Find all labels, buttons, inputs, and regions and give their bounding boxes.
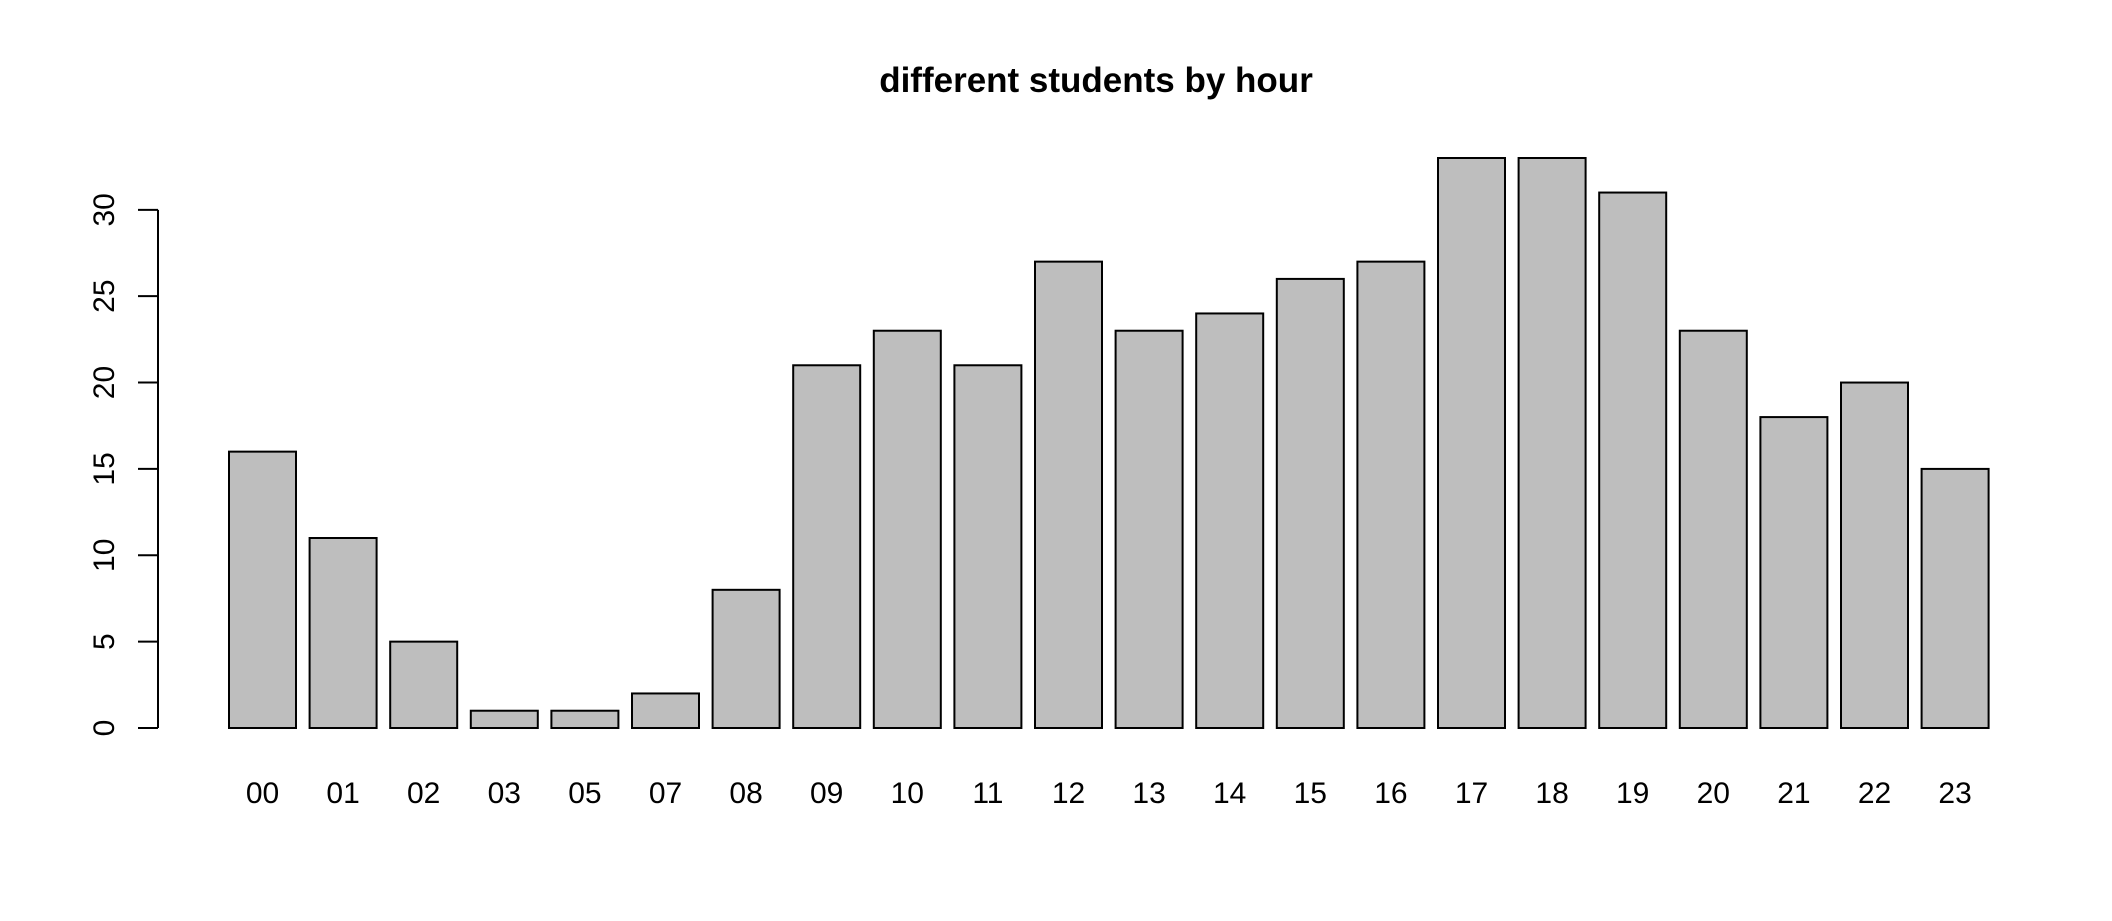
x-tick-label: 03 — [488, 777, 521, 810]
bar-21 — [1759, 416, 1829, 729]
y-tick-label: 15 — [88, 452, 121, 485]
bar-10 — [872, 329, 942, 729]
bar-18 — [1517, 157, 1587, 729]
y-tick-label: 5 — [88, 633, 121, 650]
x-tick-label: 21 — [1777, 777, 1810, 810]
bar-16 — [1356, 260, 1426, 729]
x-tick-label: 07 — [649, 777, 682, 810]
bar-01 — [308, 537, 378, 729]
bar-08 — [711, 588, 781, 729]
y-tick-label: 25 — [88, 279, 121, 312]
y-tick-label: 30 — [88, 193, 121, 226]
bar-15 — [1275, 277, 1345, 729]
bar-07 — [631, 692, 700, 729]
bar-03 — [469, 709, 539, 730]
x-tick-label: 12 — [1052, 777, 1085, 810]
x-axis-labels: 00 01 02 03 05 07 08 09 10 11 12 13 14 15 16 17 18 19 20 21… — [246, 777, 1972, 810]
bar-14 — [1195, 312, 1265, 729]
y-tick-label: 10 — [88, 539, 121, 572]
x-tick-label: 05 — [568, 777, 601, 810]
x-tick-label: 02 — [407, 777, 440, 810]
x-tick-label: 00 — [246, 777, 279, 810]
x-tick-label: 13 — [1132, 777, 1165, 810]
x-tick-label: 20 — [1697, 777, 1730, 810]
bar-17 — [1437, 157, 1506, 729]
x-tick-label: 11 — [972, 777, 1003, 810]
bar-05 — [550, 709, 620, 730]
bar-12 — [1034, 260, 1103, 729]
bar-22 — [1840, 381, 1909, 729]
x-tick-label: 14 — [1213, 777, 1246, 810]
bar-09 — [792, 364, 862, 729]
x-tick-label: 15 — [1294, 777, 1327, 810]
x-tick-label: 18 — [1535, 777, 1568, 810]
bar-20 — [1678, 329, 1748, 729]
x-tick-label: 16 — [1374, 777, 1407, 810]
x-tick-label: 22 — [1858, 777, 1891, 810]
x-tick-label: 10 — [891, 777, 924, 810]
x-tick-label: 01 — [326, 777, 359, 810]
x-tick-label: 17 — [1455, 777, 1488, 810]
y-tick-label: 20 — [88, 366, 121, 399]
x-tick-label: 09 — [810, 777, 843, 810]
bars-group — [228, 157, 1990, 730]
bar-02 — [389, 640, 459, 729]
chart-title: different students by hour — [879, 61, 1313, 100]
x-tick-label: 19 — [1616, 777, 1649, 810]
bar-00 — [228, 450, 297, 729]
y-axis: 0 5 10 15 20 25 30 — [88, 193, 159, 737]
y-tick-label: 0 — [88, 720, 121, 737]
bar-11 — [953, 364, 1023, 729]
bar-19 — [1598, 191, 1668, 729]
x-tick-label: 08 — [729, 777, 762, 810]
bar-23 — [1920, 467, 1990, 729]
x-tick-label: 23 — [1938, 777, 1971, 810]
bar-13 — [1114, 329, 1184, 729]
